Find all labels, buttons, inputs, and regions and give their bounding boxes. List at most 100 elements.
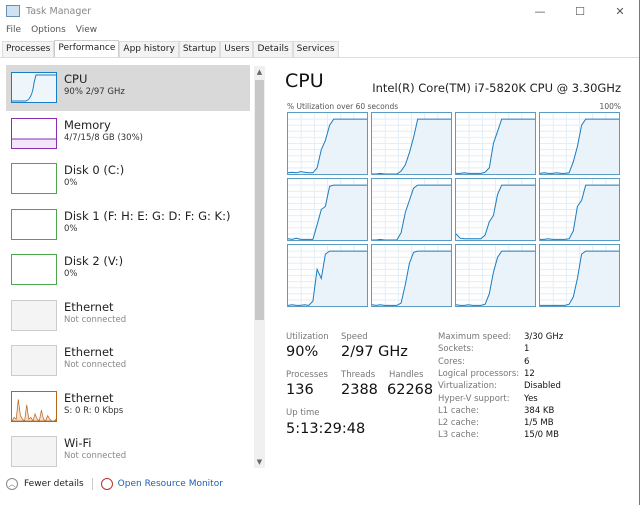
mini-graph — [11, 117, 57, 149]
tab-users[interactable]: Users — [220, 41, 254, 58]
mini-graph — [11, 208, 57, 240]
item-name: CPU — [64, 72, 88, 86]
tab-app-history[interactable]: App history — [119, 41, 179, 58]
spec-label: Hyper-V support: — [438, 393, 510, 404]
spec-label: Sockets: — [438, 344, 474, 355]
spec-value: Disabled — [524, 381, 561, 392]
spec-value: 1/5 MB — [524, 418, 554, 429]
spec-label: Maximum speed: — [438, 332, 512, 342]
spec-value: 15/0 MB — [524, 430, 559, 441]
spec-label: L2 cache: — [438, 418, 479, 429]
sidebar-item-ethernet-7[interactable]: Ethernet S: 0 R: 0 Kbps — [6, 384, 250, 430]
sidebar-item-memory[interactable]: Memory 4/7/15/8 GB (30%) — [6, 111, 250, 157]
core-utilization-line — [456, 184, 535, 240]
scrollbar-thumb[interactable] — [255, 80, 264, 320]
item-value: 4/7/15/8 GB (30%) — [64, 132, 143, 143]
core-graph — [539, 244, 620, 307]
mini-graph — [11, 345, 57, 376]
core-graph — [287, 244, 368, 307]
item-name: Disk 1 (F: H: E: G: D: F: G: K:) — [64, 208, 231, 223]
item-value: Not connected — [64, 314, 127, 325]
item-value: Not connected — [64, 360, 127, 370]
title-bar: Task Manager — ☐ ✕ — [0, 0, 640, 22]
menu-view[interactable]: View — [75, 25, 98, 35]
spec-label: Logical processors: — [438, 368, 520, 379]
handles-value: 62268 — [387, 382, 434, 398]
minimize-button[interactable]: — — [534, 4, 546, 18]
item-value: 90% 2/97 GHz — [64, 87, 125, 97]
chevron-up-icon[interactable]: ︿ — [6, 478, 18, 490]
core-graph — [455, 244, 536, 307]
core-utilization-line — [540, 250, 619, 306]
mini-graph — [11, 254, 57, 285]
sidebar-item-wi-fi-8[interactable]: Wi-Fi Not connected — [6, 429, 250, 475]
fewer-details-button[interactable]: Fewer details — [24, 479, 84, 489]
spec-value: 1 — [524, 344, 530, 355]
window-title: Task Manager — [26, 5, 92, 17]
core-graph — [371, 244, 452, 307]
spec-value: 6 — [524, 356, 530, 367]
mini-graph — [11, 72, 57, 103]
sidebar-item-disk[interactable]: Disk 1 (F: H: E: G: D: F: G: K:) 0% — [6, 202, 250, 248]
spec-value: Yes — [524, 393, 538, 404]
item-name: Ethernet — [64, 390, 114, 405]
item-name: Disk 0 (C:) — [64, 163, 125, 177]
sidebar-item-ethernet-6[interactable]: Ethernet Not connected — [6, 338, 250, 384]
core-graph — [455, 178, 536, 241]
maximize-button[interactable]: ☐ — [575, 4, 585, 18]
spec-label: Cores: — [438, 356, 465, 367]
core-utilization-line — [288, 184, 367, 240]
scroll-down-icon[interactable]: ▼ — [256, 458, 263, 466]
tab-details[interactable]: Details — [253, 41, 293, 58]
uptime-value: 5:13:29:48 — [286, 421, 366, 437]
utilization-label: Utilization — [286, 332, 329, 342]
sidebar-item-ethernet-5[interactable]: Ethernet Not connected — [6, 293, 250, 339]
item-value: 0% — [64, 178, 78, 188]
menu-file[interactable]: File — [6, 25, 22, 35]
core-graph — [287, 178, 368, 241]
sidebar-item-cpu[interactable]: CPU 90% 2/97 GHz — [6, 65, 250, 111]
tab-performance[interactable]: Performance — [54, 40, 120, 58]
item-value: 0% — [64, 223, 78, 234]
graph-caption: % Utilization over 60 seconds — [287, 102, 399, 111]
item-value: S: 0 R: 0 Kbps — [64, 405, 124, 416]
scroll-up-icon[interactable]: ▲ — [256, 68, 263, 76]
core-utilization-line — [456, 250, 535, 306]
resource-monitor-icon — [100, 478, 113, 490]
sidebar-item-disk[interactable]: Disk 2 (V:) 0% — [6, 247, 250, 293]
sidebar-item-disk[interactable]: Disk 0 (C:) 0% — [6, 156, 250, 202]
task-manager-icon — [6, 5, 20, 17]
threads-label: Threads — [341, 370, 376, 380]
utilization-value: 90% — [286, 344, 319, 360]
processes-label: Processes — [286, 370, 328, 380]
uptime-label: Up time — [286, 408, 320, 418]
spec-value: 3/30 GHz — [524, 332, 564, 342]
page-title: CPU — [285, 70, 324, 92]
tab-services[interactable]: Services — [292, 41, 339, 58]
graph-max-label: 100% — [599, 102, 621, 111]
processes-value: 136 — [286, 382, 314, 398]
open-resource-monitor-link[interactable]: Open Resource Monitor — [117, 479, 223, 489]
core-graph — [371, 178, 452, 241]
item-value: 0% — [64, 269, 78, 279]
core-utilization-line — [372, 184, 451, 240]
tab-processes[interactable]: Processes — [2, 41, 55, 58]
speed-label: Speed — [341, 332, 368, 342]
core-utilization-line — [540, 184, 619, 240]
core-graph — [539, 112, 620, 175]
core-graph — [287, 112, 368, 175]
item-name: Ethernet — [64, 299, 114, 314]
menu-options[interactable]: Options — [31, 25, 66, 35]
core-graph — [539, 178, 620, 241]
core-graph — [455, 112, 536, 175]
sidebar-scrollbar[interactable]: ▲ ▼ — [254, 66, 265, 468]
threads-value: 2388 — [341, 382, 378, 398]
item-value: Not connected — [64, 451, 127, 461]
spec-label: Virtualization: — [438, 381, 497, 392]
tab-startup[interactable]: Startup — [178, 41, 221, 58]
menu-bar: File Options View — [0, 22, 97, 38]
core-utilization-line — [540, 118, 619, 174]
core-utilization-line — [456, 118, 535, 174]
close-button[interactable]: ✕ — [615, 4, 625, 18]
spec-value: 12 — [524, 368, 535, 379]
